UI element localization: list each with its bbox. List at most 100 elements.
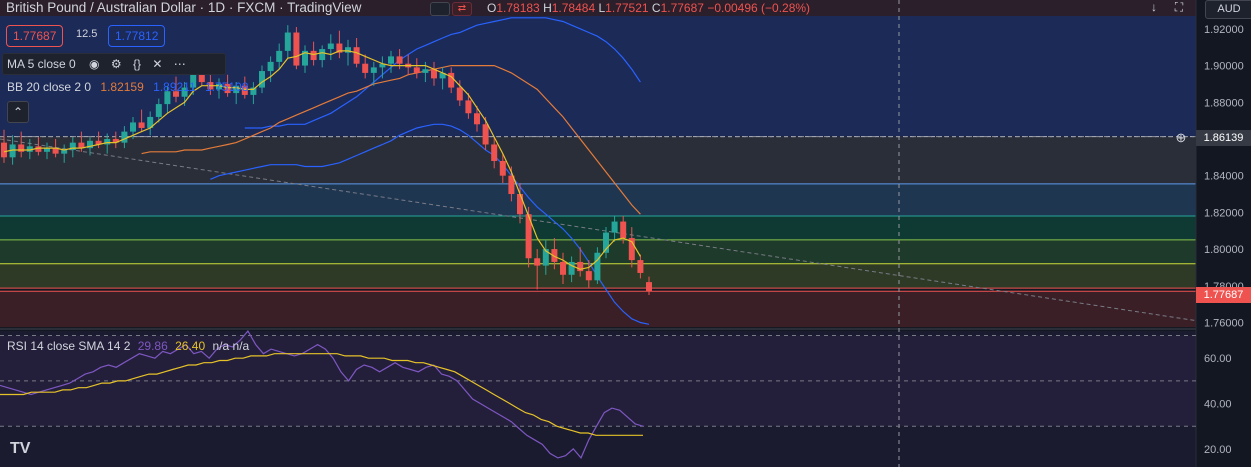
exchange-icon[interactable]: ⇄	[452, 1, 472, 16]
rsi-band	[0, 335, 1196, 427]
zone-band	[0, 239, 1196, 264]
price-axis	[1196, 0, 1251, 467]
bb-upper-value: 1.89211	[153, 80, 196, 94]
candle-body	[611, 221, 618, 233]
more-icon[interactable]: ⋯	[173, 57, 186, 71]
buy-price-button[interactable]: 1.77812	[108, 25, 166, 47]
symbol-toggle[interactable]: ⇄	[430, 1, 472, 16]
candle-body	[431, 69, 437, 79]
fullscreen-icon[interactable]: ⛶	[1174, 0, 1184, 14]
bb-legend[interactable]: BB 20 close 2 0 1.82159 1.89211 1.75108	[2, 77, 248, 97]
candle-body	[646, 282, 652, 292]
price-tick-label: 1.90000	[1204, 61, 1244, 73]
candle-body	[121, 131, 128, 143]
add-alert-icon[interactable]: ⊕	[1175, 130, 1187, 145]
candle-body	[44, 148, 50, 152]
candle-body	[448, 72, 455, 88]
candle-body	[95, 140, 102, 145]
candle-body	[26, 146, 33, 152]
rsi-tick-label: 40.00	[1204, 399, 1232, 411]
candle-body	[233, 85, 240, 94]
candle-body	[224, 83, 231, 94]
candle-body	[413, 67, 420, 73]
candle-body	[9, 144, 16, 158]
candle-body	[508, 175, 515, 195]
zone-band	[0, 183, 1196, 217]
candle-body	[388, 56, 394, 64]
candle-body	[302, 50, 308, 66]
candle-body	[345, 47, 351, 53]
candle-body	[250, 87, 257, 95]
last-price-label: 1.77687	[1196, 287, 1251, 303]
candle-body	[293, 32, 300, 66]
bb-lower-value: 1.75108	[204, 80, 249, 94]
candle-body	[198, 72, 205, 83]
candle-body	[310, 50, 317, 61]
rsi-line	[0, 329, 644, 460]
currency-selector[interactable]: AUD	[1205, 0, 1251, 19]
candle-body	[336, 43, 343, 53]
candle-body	[637, 260, 644, 273]
candle-body	[422, 69, 429, 73]
bb-lower-line	[210, 123, 650, 325]
candle-body	[534, 258, 541, 266]
candle-body	[327, 43, 334, 50]
candle-body	[517, 194, 523, 215]
candle-body	[78, 142, 85, 149]
bb-upper-line	[244, 17, 641, 129]
candle-body	[319, 49, 326, 61]
price-tick-label: 1.88000	[1204, 97, 1244, 109]
candle-body	[267, 61, 274, 72]
candle-body	[499, 160, 506, 176]
candle-body	[585, 271, 592, 281]
candle-body	[560, 261, 566, 275]
candle-body	[370, 67, 377, 73]
candle-body	[491, 144, 498, 161]
candle-body	[147, 116, 154, 128]
rsi-legend[interactable]: RSI 14 close SMA 14 2 29.86 26.40 n/a n/…	[2, 336, 249, 356]
ohlc-readout: O1.78183 H1.78484 L1.77521 C1.77687 −0.0…	[487, 1, 811, 15]
arrow-down-icon[interactable]: ↓	[1151, 0, 1157, 14]
candle-body	[190, 72, 197, 88]
collapse-legend-icon[interactable]: ⌃	[7, 101, 29, 123]
candle-body	[112, 138, 119, 143]
rsi-tick-label: 20.00	[1204, 444, 1232, 456]
rsi-sma-value: 26.40	[175, 339, 206, 353]
candle-body	[465, 100, 472, 114]
candle-body	[474, 113, 480, 125]
candle-body	[456, 87, 463, 101]
candle-body	[551, 249, 558, 262]
candle-body	[594, 252, 601, 281]
candle-body	[164, 91, 171, 105]
candle-body	[542, 249, 549, 266]
bb-basis-line	[141, 64, 641, 215]
candle-body	[603, 232, 609, 253]
price-tick-label: 1.82000	[1204, 207, 1244, 219]
candle-body	[620, 221, 627, 239]
trendline	[0, 138, 1197, 322]
candle-body	[259, 71, 265, 88]
zone-band	[0, 136, 1196, 184]
close-icon[interactable]: ✕	[152, 57, 163, 71]
rsi-value: 29.86	[137, 339, 168, 353]
candle-body	[104, 138, 111, 145]
candle-body	[52, 148, 59, 154]
braces-icon[interactable]: {}	[132, 57, 141, 71]
candle-body	[35, 146, 42, 152]
candle-body	[525, 214, 532, 259]
candle-body	[216, 83, 222, 90]
ma-legend[interactable]: MA 5 close 0 ◉ ⚙ {} ✕ ⋯	[2, 53, 226, 75]
price-tick-label: 1.92000	[1204, 24, 1244, 36]
candle-body	[396, 56, 403, 64]
candle-body	[284, 32, 291, 51]
candle-body	[439, 72, 446, 79]
sell-price-button[interactable]: 1.77687	[6, 25, 64, 47]
gear-icon[interactable]: ⚙	[110, 57, 122, 71]
candle-body	[362, 63, 369, 73]
bb-basis-value: 1.82159	[100, 80, 144, 94]
spread-value: 12.5	[76, 28, 98, 40]
tradingview-logo-icon: TV	[10, 440, 31, 457]
eye-icon[interactable]: ◉	[89, 57, 100, 71]
price-tick-label: 1.84000	[1204, 171, 1244, 183]
